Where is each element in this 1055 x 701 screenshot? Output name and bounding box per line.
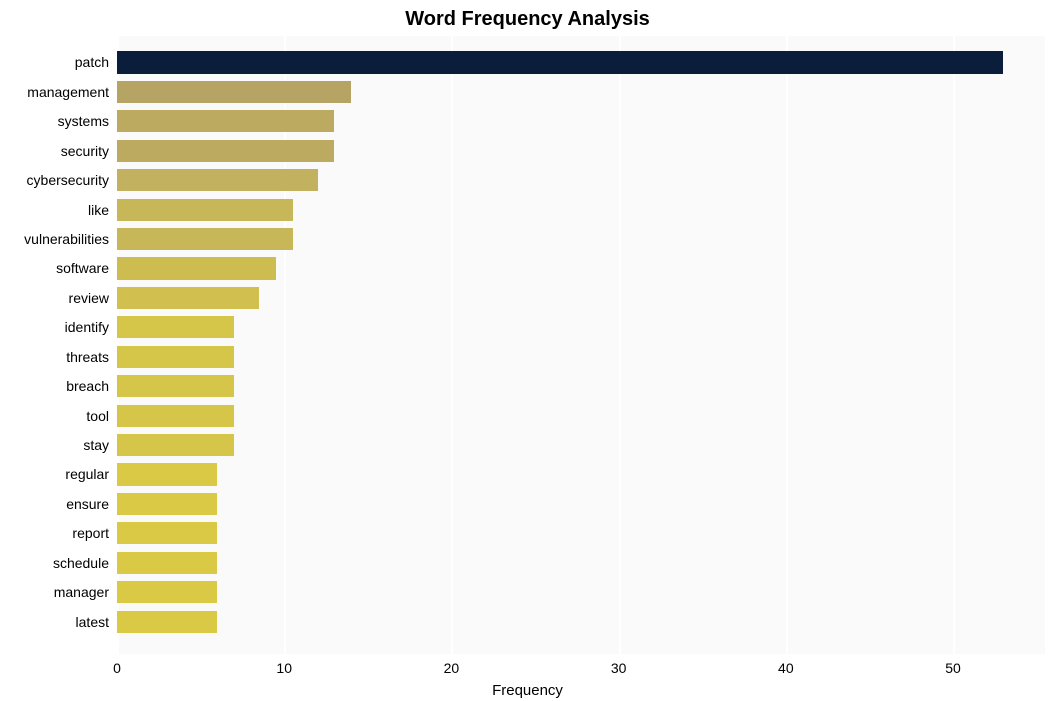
y-tick-label: regular	[0, 466, 109, 482]
y-tick-label: software	[0, 260, 109, 276]
y-tick-label: review	[0, 290, 109, 306]
y-tick-label: manager	[0, 584, 109, 600]
x-tick-label: 0	[113, 660, 121, 676]
y-tick-label: identify	[0, 319, 109, 335]
x-tick-label: 10	[276, 660, 292, 676]
y-tick-label: latest	[0, 614, 109, 630]
bar	[117, 552, 217, 574]
bar	[117, 316, 234, 338]
x-tick-label: 30	[611, 660, 627, 676]
x-tick-label: 50	[945, 660, 961, 676]
bar	[117, 140, 334, 162]
gridline	[786, 36, 788, 654]
y-tick-label: breach	[0, 378, 109, 394]
y-tick-label: schedule	[0, 555, 109, 571]
gridline	[451, 36, 453, 654]
bar	[117, 405, 234, 427]
bar	[117, 434, 234, 456]
y-tick-label: security	[0, 143, 109, 159]
y-tick-label: threats	[0, 349, 109, 365]
y-tick-label: tool	[0, 408, 109, 424]
bar	[117, 346, 234, 368]
word-frequency-chart: Word Frequency Analysis Frequency patch m…	[0, 0, 1055, 701]
bar	[117, 493, 217, 515]
bar	[117, 228, 293, 250]
y-tick-label: patch	[0, 54, 109, 70]
y-tick-label: like	[0, 202, 109, 218]
x-axis-label: Frequency	[0, 682, 1055, 699]
bar	[117, 611, 217, 633]
gridline	[953, 36, 955, 654]
bar	[117, 463, 217, 485]
chart-title: Word Frequency Analysis	[0, 8, 1055, 31]
bar	[117, 581, 217, 603]
y-tick-label: report	[0, 525, 109, 541]
gridline	[619, 36, 621, 654]
y-tick-label: ensure	[0, 496, 109, 512]
y-tick-label: cybersecurity	[0, 172, 109, 188]
bar	[117, 375, 234, 397]
bar	[117, 199, 293, 221]
bar	[117, 287, 259, 309]
bar	[117, 257, 276, 279]
bar	[117, 522, 217, 544]
y-tick-label: management	[0, 84, 109, 100]
bar	[117, 51, 1003, 73]
bar	[117, 110, 334, 132]
bar	[117, 169, 318, 191]
y-tick-label: systems	[0, 113, 109, 129]
bar	[117, 81, 351, 103]
x-tick-label: 40	[778, 660, 794, 676]
y-tick-label: vulnerabilities	[0, 231, 109, 247]
y-tick-label: stay	[0, 437, 109, 453]
x-tick-label: 20	[444, 660, 460, 676]
